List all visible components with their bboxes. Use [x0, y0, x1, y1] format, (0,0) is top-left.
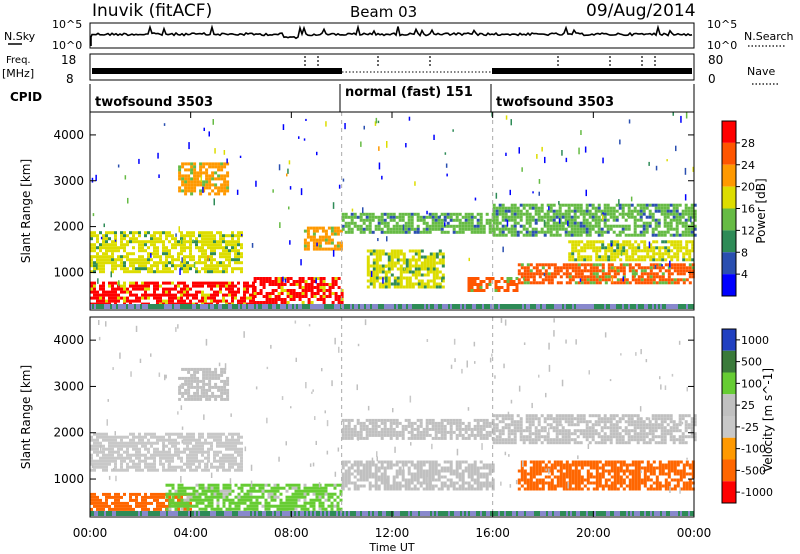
freq-tick-high: 18: [61, 53, 76, 67]
velocity-colorbar-tick-7: -1000: [741, 486, 773, 499]
data-region: [517, 263, 695, 285]
velocity-ylabel: Slant Range [km]: [19, 365, 33, 469]
nsky-tick-low: 10^0: [52, 39, 82, 52]
data-region: [178, 367, 230, 401]
power-ytick-3000: 3000: [53, 174, 84, 188]
power-colorbar-tick-16: 16: [741, 203, 755, 216]
nsearch-label: N.Search: [744, 30, 794, 43]
cpid-bar: CPID twofsound 3503 normal (fast) 151 tw…: [10, 84, 695, 112]
cpid-segment-1: twofsound 3503: [95, 95, 213, 110]
velocity-colorbar-swatch: [722, 481, 736, 503]
velocity-colorbar-swatch: [722, 459, 736, 482]
nsearch-tick-low: 10^0: [707, 39, 737, 52]
power-ytick-1000: 1000: [53, 265, 84, 279]
xlabel-time-ut: Time UT: [368, 541, 414, 554]
data-region: [341, 212, 495, 234]
nave-tick-high: 80: [708, 53, 723, 67]
freq-unit: [MHz]: [2, 67, 34, 80]
station-title: Inuvik (fitACF): [92, 1, 212, 21]
velocity-colorbar-tick-5: -100: [741, 443, 766, 456]
velocity-panel: 1000 2000 3000 4000 00:00 04:00 08:00 12:00 16:…: [19, 316, 712, 554]
data-region: [341, 460, 495, 491]
data-region: [165, 483, 343, 514]
velocity-colorbar-swatch: [722, 394, 736, 416]
velocity-ytick-3000: 3000: [53, 379, 84, 393]
data-region: [90, 432, 243, 472]
freq-panel: Freq. [MHz] 18 8 80 0 Nave: [2, 53, 780, 86]
date-label: 09/Aug/2014: [586, 1, 696, 21]
velocity-colorbar-tick-4: -25: [741, 421, 759, 434]
velocity-ytick-1000: 1000: [53, 472, 84, 486]
power-colorbar-tick-24: 24: [741, 159, 755, 172]
power-colorbar-tick-20: 20: [741, 181, 755, 194]
data-region: [341, 418, 495, 440]
power-colorbar: 4 8 12 16 20 24 28 Power [dB]: [721, 120, 768, 297]
velocity-colorbar-swatch: [722, 437, 736, 460]
xtick-3: 12:00: [375, 526, 410, 540]
power-colorbar-tick-28: 28: [741, 137, 755, 150]
power-colorbar-swatch: [722, 274, 736, 296]
data-region: [568, 240, 695, 262]
power-colorbar-swatch: [722, 164, 736, 187]
velocity-colorbar-swatch: [722, 416, 736, 438]
power-colorbar-tick-4: 4: [741, 268, 748, 281]
cpid-label: CPID: [10, 90, 42, 104]
data-region: [492, 414, 697, 445]
freq-tick-low: 8: [66, 72, 74, 86]
cpid-segment-2: normal (fast) 151: [345, 85, 473, 100]
xtick-5: 20:00: [576, 526, 611, 540]
velocity-ytick-2000: 2000: [53, 426, 84, 440]
nsky-panel: N.Sky 10^5 10^0 10^5 10^0 N.Search: [4, 18, 794, 52]
data-region: [492, 203, 697, 237]
nsky-tick-high: 10^5: [52, 18, 82, 31]
data-region: [90, 231, 243, 274]
power-colorbar-tick-8: 8: [741, 246, 748, 259]
power-colorbar-swatch: [722, 142, 736, 165]
power-colorbar-swatch: [722, 252, 736, 275]
power-ylabel: Slant Range [km]: [19, 159, 33, 263]
nsky-label: N.Sky: [4, 30, 36, 43]
data-region: [178, 162, 230, 196]
power-colorbar-swatch: [722, 230, 736, 253]
power-colorbar-swatch: [722, 208, 736, 231]
velocity-colorbar-swatch: [722, 372, 736, 395]
velocity-colorbar-tick-3: 25: [741, 399, 755, 412]
power-colorbar-label: Power [dB]: [754, 178, 768, 243]
velocity-colorbar-tick-1: 500: [741, 356, 762, 369]
velocity-colorbar: 1000 500 100 25 -25 -100 -500 -1000 Velocity [m…: [721, 328, 775, 504]
nsearch-tick-high: 10^5: [707, 18, 737, 31]
xtick-0: 00:00: [73, 526, 108, 540]
power-panel: 1000 2000 3000 4000 Slant Range [km]: [19, 111, 697, 311]
velocity-colorbar-tick-0: 1000: [741, 334, 769, 347]
nave-label: Nave: [747, 65, 775, 78]
velocity-colorbar-label: Velocity [m s^-1]: [761, 368, 775, 472]
velocity-colorbar-swatch: [722, 329, 736, 351]
cpid-segment-3: twofsound 3503: [496, 95, 614, 110]
data-region: [253, 277, 344, 307]
xtick-2: 08:00: [274, 526, 309, 540]
power-ytick-4000: 4000: [53, 128, 84, 142]
velocity-colorbar-swatch: [722, 350, 736, 373]
velocity-colorbar-tick-2: 100: [741, 377, 762, 390]
power-colorbar-swatch: [722, 121, 736, 143]
power-colorbar-swatch: [722, 186, 736, 209]
velocity-ytick-4000: 4000: [53, 333, 84, 347]
nave-tick-low: 0: [708, 72, 716, 86]
freq-label: Freq.: [6, 55, 31, 66]
power-colorbar-tick-12: 12: [741, 224, 755, 237]
xtick-6: 00:00: [677, 526, 712, 540]
xtick-4: 16:00: [475, 526, 510, 540]
power-ytick-2000: 2000: [53, 220, 84, 234]
xtick-1: 04:00: [173, 526, 208, 540]
beam-label: Beam 03: [350, 3, 417, 21]
velocity-colorbar-tick-6: -500: [741, 464, 766, 477]
data-region: [467, 277, 519, 292]
data-region: [517, 460, 695, 491]
